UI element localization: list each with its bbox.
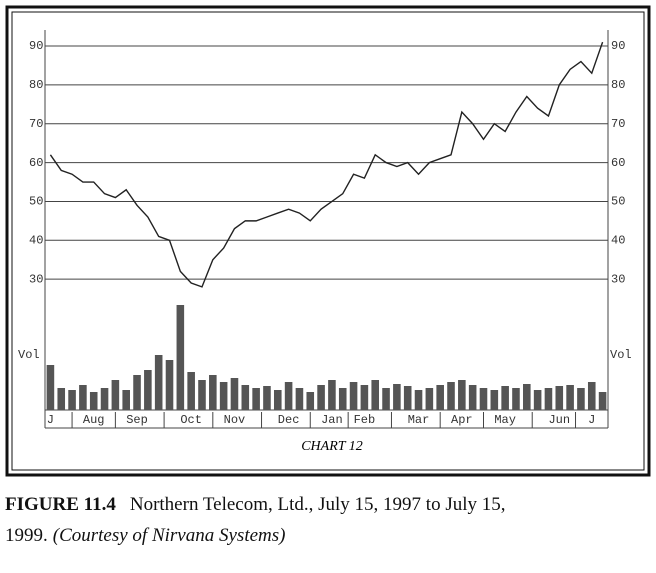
volume-bar — [425, 388, 434, 410]
y2-tick-label: 70 — [611, 117, 625, 131]
volume-bar — [198, 380, 206, 410]
chart-subtitle: CHART 12 — [301, 439, 363, 454]
x-tick-label: J — [47, 413, 54, 427]
figure-line1: Northern Telecom, Ltd., July 15, 1997 to… — [130, 494, 506, 515]
figure-line2: 1999. — [5, 525, 48, 546]
x-tick-label: Sep — [126, 413, 148, 427]
y2-tick-label: 30 — [611, 272, 625, 286]
volume-bar — [393, 384, 401, 410]
volume-bar — [306, 392, 315, 410]
volume-bar — [57, 388, 66, 410]
x-tick-label: Dec — [278, 413, 300, 427]
y2-tick-label: 40 — [611, 233, 625, 247]
volume-bar — [490, 390, 499, 410]
volume-bar — [100, 388, 109, 410]
frame-inner — [11, 11, 645, 471]
volume-bar — [230, 378, 239, 410]
x-tick-label: Nov — [224, 413, 246, 427]
volume-bar — [555, 386, 564, 410]
volume-bar — [295, 388, 304, 410]
volume-bar — [598, 392, 607, 410]
volume-bar — [577, 388, 585, 410]
volume-bar — [165, 360, 174, 410]
figure-caption: FIGURE 11.4 Northern Telecom, Ltd., July … — [5, 494, 506, 515]
volume-bar — [68, 390, 76, 410]
volume-label-right: Vol — [610, 348, 632, 362]
volume-bar — [382, 388, 390, 410]
x-tick-label: Jun — [548, 413, 570, 427]
volume-bar — [349, 382, 358, 410]
volume-bar — [468, 385, 477, 410]
volume-bar — [46, 365, 55, 410]
price-line — [49, 41, 604, 288]
volume-bar — [252, 388, 260, 410]
volume-bar — [479, 388, 488, 410]
x-tick-label: Jan — [321, 413, 343, 427]
volume-bar — [317, 385, 325, 410]
volume-bar — [133, 375, 141, 410]
y-tick-label: 70 — [29, 117, 43, 131]
volume-bar — [523, 384, 531, 410]
volume-bar — [111, 380, 120, 410]
y2-tick-label: 80 — [611, 78, 625, 92]
volume-bar — [501, 386, 509, 410]
y-tick-label: 30 — [29, 272, 43, 286]
volume-bar — [360, 385, 369, 410]
y2-tick-label: 50 — [611, 195, 625, 209]
x-tick-label: Oct — [180, 413, 202, 427]
volume-bar — [187, 372, 195, 410]
volume-bar — [544, 388, 553, 410]
volume-bar — [566, 385, 574, 410]
y-tick-label: 90 — [29, 39, 43, 53]
volume-label: Vol — [18, 348, 40, 362]
volume-bar — [447, 382, 455, 410]
volume-bar — [144, 370, 152, 410]
volume-bar — [328, 380, 336, 410]
y-tick-label: 50 — [29, 195, 43, 209]
frame — [5, 5, 651, 477]
figure-label: FIGURE 11.4 — [5, 494, 116, 515]
volume-bar — [241, 385, 250, 410]
y2-tick-label: 60 — [611, 156, 625, 170]
volume-bar — [533, 390, 542, 410]
y-tick-label: 60 — [29, 156, 43, 170]
volume-bar — [587, 382, 596, 410]
x-tick-label: J — [588, 413, 595, 427]
x-tick-label: May — [494, 413, 516, 427]
volume-bar — [284, 382, 293, 410]
y-tick-label: 80 — [29, 78, 43, 92]
volume-bar — [79, 385, 87, 410]
volume-bar — [512, 388, 520, 410]
volume-bar — [436, 385, 444, 410]
y-tick-label: 40 — [29, 233, 43, 247]
volume-bar — [414, 390, 423, 410]
volume-bar — [458, 380, 466, 410]
volume-bar — [89, 392, 98, 410]
x-tick-label: Apr — [451, 413, 473, 427]
volume-bar — [209, 375, 217, 410]
volume-bar — [403, 386, 412, 410]
volume-bar — [122, 390, 130, 410]
figure-courtesy: (Courtesy of Nirvana Systems) — [53, 525, 286, 546]
volume-bar — [219, 382, 228, 410]
x-tick-label: Feb — [354, 413, 376, 427]
volume-bar — [176, 305, 185, 410]
volume-bar — [154, 355, 163, 410]
y2-tick-label: 90 — [611, 39, 625, 53]
volume-bar — [371, 380, 380, 410]
volume-bar — [273, 390, 282, 410]
volume-bar — [263, 386, 271, 410]
x-tick-label: Mar — [408, 413, 430, 427]
x-tick-label: Aug — [83, 413, 105, 427]
volume-bar — [338, 388, 347, 410]
figure-caption-2: 1999. (Courtesy of Nirvana Systems) — [5, 525, 285, 546]
